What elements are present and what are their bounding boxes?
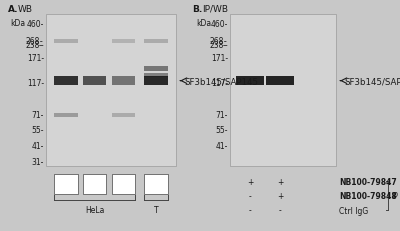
Text: 268_: 268_	[26, 36, 44, 45]
Text: 41-: 41-	[216, 141, 228, 150]
Bar	[144, 40, 168, 44]
Text: SF3b145/SAP145: SF3b145/SAP145	[344, 77, 400, 86]
Text: 71-: 71-	[32, 110, 44, 119]
Bar	[112, 40, 135, 44]
Bar	[46, 15, 176, 166]
Text: HeLa: HeLa	[85, 206, 104, 215]
Text: SF3b145/SAP145: SF3b145/SAP145	[184, 77, 258, 86]
Text: -: -	[279, 206, 281, 215]
Text: Ctrl IgG: Ctrl IgG	[339, 206, 368, 215]
Text: 117-: 117-	[211, 79, 228, 88]
Text: 238ˉ: 238ˉ	[26, 41, 44, 50]
Text: kDa: kDa	[10, 18, 25, 27]
Text: 460-: 460-	[27, 20, 44, 29]
Text: 268_: 268_	[210, 36, 228, 45]
Text: IP: IP	[391, 191, 398, 200]
Bar	[112, 77, 135, 86]
Bar	[144, 174, 168, 194]
Text: +: +	[277, 191, 283, 200]
Text: 31-: 31-	[32, 157, 44, 166]
Text: B.: B.	[192, 5, 202, 14]
Text: -: -	[249, 206, 251, 215]
Bar	[83, 77, 106, 86]
Text: kDa: kDa	[196, 18, 211, 27]
Bar	[144, 74, 168, 78]
Text: 171-: 171-	[27, 54, 44, 63]
Text: T: T	[154, 206, 159, 215]
Text: 41-: 41-	[32, 141, 44, 150]
Text: 55-: 55-	[32, 125, 44, 134]
Bar	[54, 174, 78, 194]
Text: 50: 50	[61, 180, 71, 189]
Text: 5: 5	[121, 180, 126, 189]
Bar	[54, 77, 78, 86]
Text: 50: 50	[151, 180, 161, 189]
Bar	[230, 15, 336, 166]
Text: WB: WB	[18, 5, 33, 14]
Bar	[266, 77, 294, 86]
Bar	[112, 113, 135, 118]
Text: 15: 15	[90, 180, 100, 189]
Text: A.: A.	[8, 5, 18, 14]
Text: +: +	[277, 177, 283, 186]
Text: 55-: 55-	[216, 125, 228, 134]
Text: 117-: 117-	[27, 79, 44, 88]
Text: NB100-79847: NB100-79847	[339, 177, 397, 186]
Text: 238ˉ: 238ˉ	[210, 41, 228, 50]
Bar	[83, 174, 106, 194]
Text: 460-: 460-	[211, 20, 228, 29]
Text: 171-: 171-	[211, 54, 228, 63]
Bar	[54, 113, 78, 118]
Text: 71-: 71-	[216, 110, 228, 119]
Bar	[54, 40, 78, 44]
Bar	[112, 174, 135, 194]
Bar	[236, 77, 264, 86]
Text: IP/WB: IP/WB	[202, 5, 228, 14]
Text: +: +	[247, 177, 253, 186]
Bar	[144, 77, 168, 86]
Bar	[144, 67, 168, 72]
Text: NB100-79848: NB100-79848	[339, 191, 397, 200]
Text: -: -	[249, 191, 251, 200]
